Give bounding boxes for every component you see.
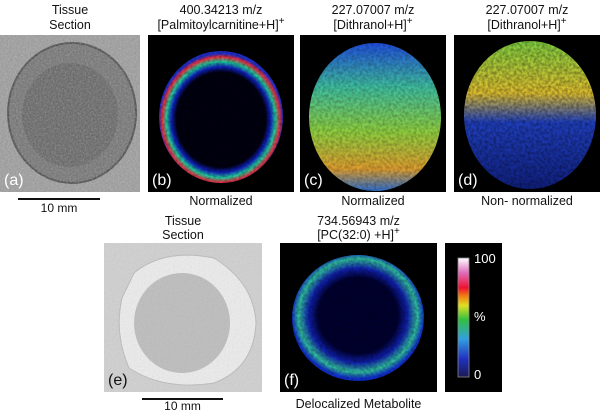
title-line: [Dithranol+H]: [487, 18, 561, 32]
panel-e-title: Tissue Section: [133, 214, 233, 242]
tissue-section-image-a: (a): [0, 35, 140, 192]
panel-label: (d): [458, 172, 478, 189]
panel-caption: Normalized: [189, 194, 253, 208]
scale-bar: [142, 398, 223, 400]
superscript: +: [278, 15, 285, 27]
panel-a-title: Tissue Section: [20, 3, 120, 33]
panel-d-title: 227.07007 m/z [Dithranol+H]+: [452, 3, 600, 33]
title-line: 227.07007 m/z: [331, 3, 415, 17]
panel-label: (f): [284, 372, 300, 389]
tissue-section-image-e: (e): [104, 243, 262, 392]
scale-bar: [18, 198, 100, 200]
title-line: [Palmitoylcarnitine+H]: [157, 18, 279, 32]
panel-f-title: 734.56943 m/z [PC(32:0) +H]+: [280, 214, 437, 242]
title-line: [PC(32:0) +H]: [317, 228, 394, 242]
ion-image-f: (f): [280, 243, 437, 392]
title-line: 734.56943 m/z: [317, 214, 400, 228]
title-line: Section: [49, 18, 91, 32]
panel-caption: Non- normalized: [481, 194, 573, 208]
colorbar-unit: %: [474, 309, 486, 324]
title-line: Section: [162, 228, 204, 242]
title-line: 400.34213 m/z: [179, 3, 263, 17]
title-line: Tissue: [51, 3, 89, 17]
colorbar-panel: 100 % 0: [445, 243, 502, 392]
title-line: 227.07007 m/z: [485, 3, 569, 17]
scale-label: 10 mm: [40, 201, 78, 215]
title-line: Tissue: [164, 214, 202, 228]
panel-caption: Delocalized Metabolite: [295, 397, 422, 411]
panel-label: (c): [304, 172, 323, 189]
colorbar-max: 100: [474, 251, 496, 266]
panel-label: (a): [4, 172, 24, 189]
colorbar-gradient: [457, 257, 470, 378]
superscript: +: [560, 15, 567, 27]
ion-image-b: (b): [148, 35, 294, 192]
title-line: [Dithranol+H]: [333, 18, 407, 32]
panel-label: (b): [152, 172, 172, 189]
ion-image-c: (c): [300, 35, 446, 192]
ion-image-d: (d): [454, 35, 600, 192]
superscript: +: [406, 15, 413, 27]
panel-c-title: 227.07007 m/z [Dithranol+H]+: [298, 3, 448, 33]
scale-label: 10 mm: [164, 399, 201, 413]
colorbar-min: 0: [474, 367, 482, 382]
panel-caption: Normalized: [341, 194, 405, 208]
superscript: +: [393, 225, 400, 237]
panel-b-title: 400.34213 m/z [Palmitoylcarnitine+H]+: [140, 3, 302, 33]
panel-label: (e): [108, 372, 128, 389]
